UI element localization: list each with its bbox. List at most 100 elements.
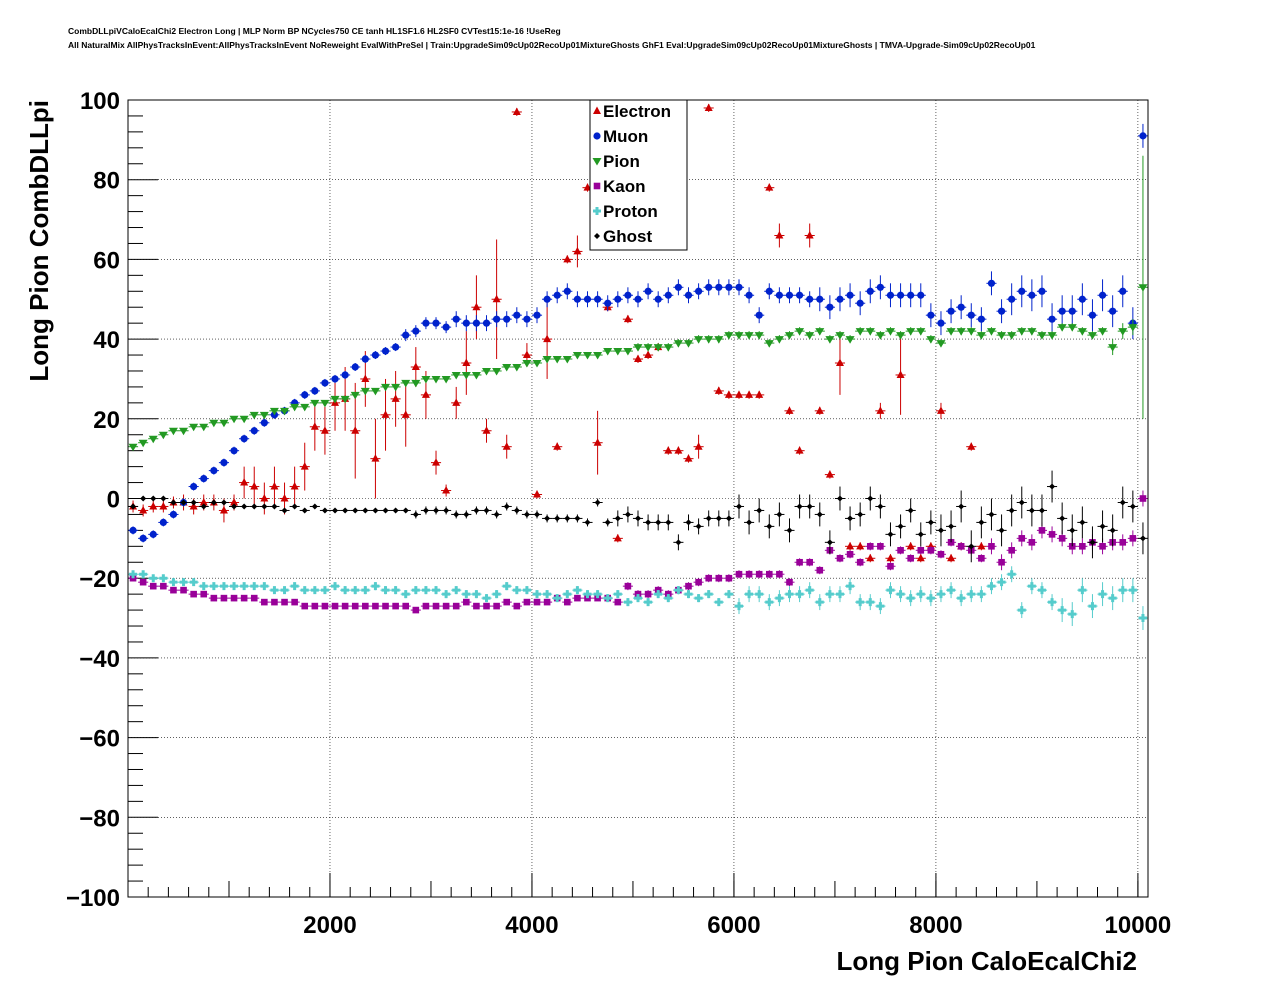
data-point <box>614 515 621 522</box>
data-point <box>1139 495 1147 502</box>
series-ghost <box>128 470 1148 563</box>
data-point <box>543 334 552 343</box>
data-point <box>806 503 813 510</box>
data-point <box>705 515 712 522</box>
y-tick-label: −80 <box>79 805 120 832</box>
data-point <box>875 332 885 340</box>
data-point <box>745 291 753 299</box>
data-point <box>685 519 692 526</box>
data-point <box>170 586 177 594</box>
data-point <box>673 340 683 348</box>
data-point <box>411 379 421 388</box>
data-point <box>835 332 845 340</box>
legend-label-ghost: Ghost <box>603 227 652 246</box>
data-point <box>532 360 542 368</box>
data-point <box>553 291 561 299</box>
data-point <box>320 426 329 434</box>
data-point <box>1008 507 1015 514</box>
data-point <box>574 515 581 522</box>
x-axis-label: Long Pion CaloEcalChi2 <box>837 946 1137 976</box>
y-tick-label: 0 <box>107 487 120 514</box>
data-point <box>471 371 481 380</box>
data-point <box>816 295 824 303</box>
data-point <box>978 554 985 562</box>
data-point <box>564 598 571 606</box>
data-point <box>281 507 288 514</box>
y-tick-label: −60 <box>79 726 120 753</box>
data-point <box>704 103 713 111</box>
data-point <box>1087 332 1097 340</box>
data-point <box>190 482 198 491</box>
data-point <box>694 336 704 344</box>
data-point <box>290 482 299 490</box>
data-point <box>1089 539 1096 546</box>
data-point <box>1129 535 1137 542</box>
data-point <box>280 494 289 502</box>
data-point <box>129 570 138 579</box>
data-point <box>896 291 905 299</box>
y-tick-label: 60 <box>93 247 120 274</box>
data-point <box>199 582 208 591</box>
data-point <box>644 590 652 598</box>
data-point <box>785 406 794 414</box>
data-point <box>957 303 965 311</box>
data-point <box>412 327 420 335</box>
data-point <box>845 336 855 344</box>
data-point <box>129 526 137 534</box>
data-point <box>846 550 854 558</box>
data-point <box>593 590 602 599</box>
data-point <box>896 370 905 378</box>
data-point <box>442 602 450 610</box>
data-point <box>724 390 733 398</box>
data-point <box>877 503 884 510</box>
data-point <box>189 423 199 432</box>
data-point <box>321 602 329 610</box>
data-point <box>271 598 278 606</box>
data-point <box>593 352 603 360</box>
data-point <box>583 590 592 599</box>
data-point <box>442 486 451 494</box>
data-point <box>402 331 410 339</box>
data-point <box>311 387 319 395</box>
data-point <box>241 503 248 510</box>
data-point <box>168 427 178 436</box>
y-tick-label: 40 <box>93 327 120 354</box>
grid-lines <box>128 100 1148 897</box>
data-point <box>502 363 512 372</box>
data-point <box>422 602 430 610</box>
data-point <box>332 507 339 514</box>
data-point <box>907 507 914 514</box>
data-point <box>432 458 441 466</box>
data-point <box>391 394 400 402</box>
data-point <box>936 406 945 414</box>
data-point <box>220 459 228 467</box>
data-point <box>614 295 622 303</box>
data-point <box>300 462 309 470</box>
data-point <box>695 523 702 530</box>
data-point <box>735 283 743 291</box>
data-point <box>1119 499 1126 506</box>
data-point <box>421 586 430 595</box>
data-point <box>654 295 662 303</box>
data-point <box>411 362 420 370</box>
data-point <box>310 422 319 430</box>
data-point <box>623 314 632 323</box>
data-point <box>483 507 490 514</box>
x-tick-label: 6000 <box>707 912 760 939</box>
data-point <box>261 598 268 606</box>
data-point <box>987 279 996 287</box>
data-point <box>472 319 481 327</box>
data-point <box>421 375 431 384</box>
data-point <box>370 387 380 396</box>
data-point <box>1118 586 1127 595</box>
data-point <box>331 602 339 610</box>
data-point <box>149 574 158 583</box>
data-point <box>1108 344 1118 352</box>
data-point <box>795 446 804 454</box>
data-point <box>887 562 894 570</box>
data-point <box>290 403 300 412</box>
legend-label-proton: Proton <box>603 202 658 221</box>
data-point <box>704 590 713 599</box>
data-point <box>987 582 996 591</box>
data-point <box>836 295 844 303</box>
